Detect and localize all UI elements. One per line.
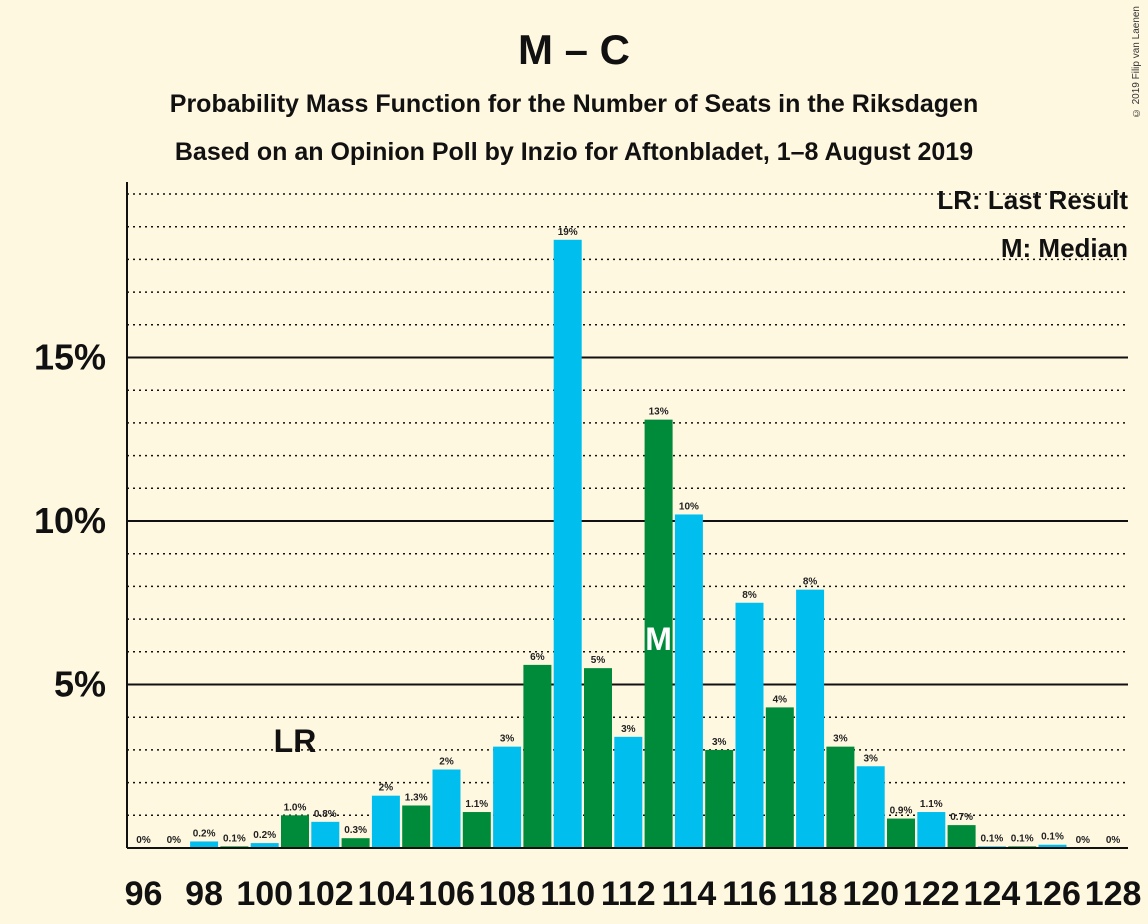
bar-seat-113 — [644, 419, 673, 848]
bar-seat-123 — [947, 825, 976, 848]
data-label-seat-100: 0.2% — [253, 830, 276, 841]
legend-median: M: Median — [1000, 233, 1128, 263]
data-label-seat-123: 0.7% — [950, 812, 973, 823]
bar-seat-105 — [402, 805, 431, 848]
data-label-seat-98: 0.2% — [193, 828, 216, 839]
x-tick-label: 102 — [297, 875, 354, 913]
data-label-seat-111: 5% — [591, 655, 606, 666]
x-tick-label: 116 — [722, 875, 777, 913]
data-label-seat-108: 3% — [500, 734, 515, 745]
bar-seat-109 — [523, 664, 552, 848]
x-tick-label: 98 — [185, 875, 223, 913]
data-label-seat-103: 0.3% — [344, 825, 367, 836]
x-tick-label: 118 — [783, 875, 838, 913]
data-label-seat-117: 4% — [773, 694, 788, 705]
bar-seat-122 — [917, 812, 946, 848]
bar-seat-107 — [462, 812, 491, 848]
data-label-seat-119: 3% — [833, 734, 848, 745]
bar-seat-108 — [493, 746, 522, 848]
bar-seat-101 — [281, 815, 309, 848]
data-label-seat-122: 1.1% — [920, 799, 943, 810]
bar-seat-98 — [190, 841, 219, 848]
bar-seat-115 — [705, 749, 734, 848]
legend-last-result: LR: Last Result — [937, 185, 1128, 215]
chart-title: M – C — [517, 26, 630, 73]
data-label-seat-106: 2% — [439, 757, 454, 768]
data-label-seat-99: 0.1% — [223, 833, 246, 844]
bar-seat-102 — [311, 821, 340, 848]
data-label-seat-114: 10% — [679, 501, 699, 512]
data-label-seat-120: 3% — [863, 753, 878, 764]
x-tick-label: 122 — [903, 875, 960, 913]
data-label-seat-107: 1.1% — [465, 799, 488, 810]
y-tick-label: 10% — [34, 500, 106, 541]
chart-subtitle-1: Probability Mass Function for the Number… — [169, 90, 979, 118]
x-tick-label: 126 — [1024, 875, 1081, 913]
x-tick-label: 124 — [964, 875, 1021, 913]
x-tick-label: 108 — [479, 875, 536, 913]
bar-seat-106 — [432, 769, 461, 848]
bar-seat-114 — [674, 514, 703, 848]
data-label-seat-102: 0.8% — [314, 809, 337, 820]
bar-seat-111 — [584, 668, 612, 848]
bar-seat-126 — [1038, 844, 1067, 848]
bar-seat-116 — [735, 602, 764, 848]
bar-seat-100 — [250, 843, 279, 848]
x-tick-label: 104 — [358, 875, 415, 913]
bar-seat-112 — [614, 736, 643, 848]
x-tick-label: 106 — [418, 875, 475, 913]
bar-seat-118 — [796, 589, 825, 848]
data-label-seat-121: 0.9% — [890, 806, 913, 817]
data-label-seat-113: 13% — [649, 407, 669, 418]
bar-seat-119 — [826, 746, 855, 848]
data-label-seat-104: 2% — [379, 783, 394, 794]
y-tick-label: 5% — [54, 664, 106, 705]
y-tick-label: 15% — [34, 337, 106, 378]
data-label-seat-112: 3% — [621, 724, 636, 735]
x-tick-label: 96 — [125, 875, 163, 913]
x-tick-label: 120 — [842, 875, 899, 913]
data-label-seat-124: 0.1% — [981, 833, 1004, 844]
data-label-seat-127: 0% — [1076, 835, 1091, 846]
data-label-seat-97: 0% — [167, 835, 182, 846]
data-label-seat-110: 19% — [558, 227, 578, 238]
bar-seat-120 — [856, 766, 885, 848]
data-label-seat-105: 1.3% — [405, 792, 428, 803]
bar-seat-110 — [553, 239, 582, 848]
x-tick-label: 112 — [601, 875, 656, 913]
data-label-seat-126: 0.1% — [1041, 832, 1064, 843]
data-label-seat-115: 3% — [712, 737, 727, 748]
x-tick-label: 128 — [1085, 875, 1142, 913]
last-result-marker: LR — [274, 723, 317, 759]
data-label-seat-128: 0% — [1106, 835, 1121, 846]
data-label-seat-125: 0.1% — [1011, 833, 1034, 844]
bar-seat-104 — [371, 795, 400, 848]
data-label-seat-116: 8% — [742, 590, 757, 601]
x-tick-label: 100 — [236, 875, 293, 913]
data-label-seat-101: 1.0% — [284, 802, 307, 813]
chart-subtitle-2: Based on an Opinion Poll by Inzio for Af… — [174, 138, 974, 166]
data-label-seat-96: 0% — [136, 835, 151, 846]
data-label-seat-109: 6% — [530, 652, 545, 663]
x-tick-label: 114 — [661, 875, 716, 913]
bar-seat-121 — [887, 818, 915, 848]
x-tick-label: 110 — [540, 875, 595, 913]
data-label-seat-118: 8% — [803, 577, 818, 588]
bar-seat-117 — [765, 707, 794, 848]
median-marker: M — [645, 621, 672, 657]
bar-seat-103 — [341, 838, 370, 848]
